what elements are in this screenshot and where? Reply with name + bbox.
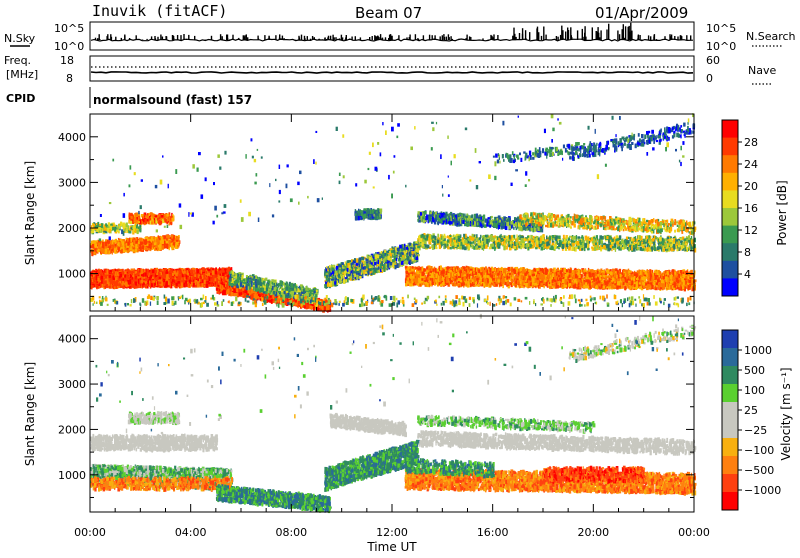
nsky-spikes xyxy=(95,23,691,40)
nsearch-label: N.Search xyxy=(746,30,796,43)
nave-scale-top: 60 xyxy=(706,54,720,67)
nsky-label: N.Sky xyxy=(4,32,36,45)
freq-scale-top: 18 xyxy=(60,54,74,67)
cpid-label: CPID xyxy=(6,92,35,105)
nsky-scale-top: 10^5 xyxy=(54,22,84,35)
freq-unit: [MHz] xyxy=(6,68,38,81)
nave-label: Nave xyxy=(748,64,776,77)
beam-title: Beam 07 xyxy=(355,4,422,22)
cpid-value: normalsound (fast) 157 xyxy=(93,93,252,107)
nsearch-scale-bottom: 10^0 xyxy=(706,40,736,53)
power-panel: 1000200030004000 Slant Range [km] 282420… xyxy=(23,113,789,313)
freq-label: Freq. xyxy=(4,54,31,67)
nave-scale-bottom: 0 xyxy=(706,72,713,85)
nsearch-scale-top: 10^5 xyxy=(706,22,736,35)
nsky-scale-bottom: 10^0 xyxy=(54,40,84,53)
nsky-panel: N.Sky 10^5 10^0 10^5 10^0 N.Search xyxy=(4,22,796,53)
freq-scale-bottom: 8 xyxy=(66,72,73,85)
rti-plot: Inuvik (fitACF) Beam 07 01/Apr/2009 N.Sk… xyxy=(0,0,800,554)
power-heatmap xyxy=(90,113,697,313)
station-title: Inuvik (fitACF) xyxy=(92,2,227,20)
freq-trace xyxy=(91,72,693,73)
freq-panel: Freq. [MHz] 18 8 60 0 Nave xyxy=(4,54,776,85)
date-title: 01/Apr/2009 xyxy=(595,4,688,22)
